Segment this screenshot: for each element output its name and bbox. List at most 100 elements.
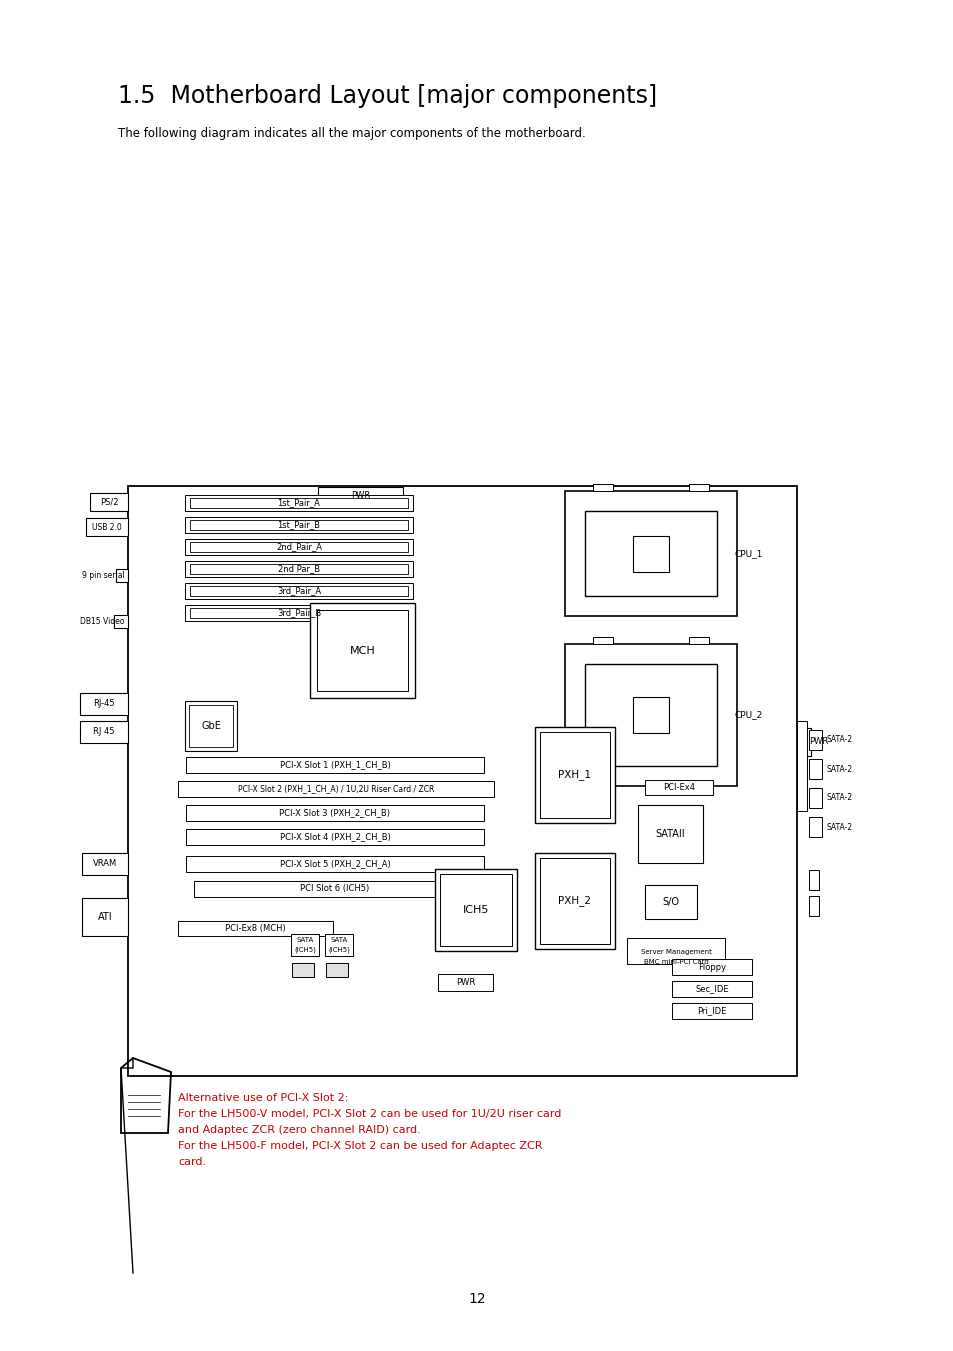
Text: SATA-2: SATA-2 — [826, 793, 852, 802]
Bar — [593, 786, 613, 793]
Bar — [190, 499, 408, 508]
Bar — [317, 486, 402, 504]
Text: S/O: S/O — [661, 897, 679, 907]
Bar — [292, 963, 314, 977]
Bar — [671, 981, 751, 997]
Bar — [291, 934, 318, 957]
Bar — [190, 586, 408, 596]
Bar — [178, 921, 333, 936]
Bar — [86, 517, 128, 536]
Text: CPU_1: CPU_1 — [734, 549, 762, 558]
Bar — [626, 938, 724, 965]
Bar — [535, 852, 615, 948]
Text: SATA-2: SATA-2 — [826, 765, 852, 774]
Bar — [688, 638, 708, 644]
Bar — [80, 693, 128, 715]
Text: USB 2.0: USB 2.0 — [92, 523, 122, 531]
Text: 3rd_Pair_A: 3rd_Pair_A — [276, 586, 321, 596]
Text: RJ-45: RJ-45 — [93, 700, 114, 708]
Bar — [644, 780, 712, 794]
Text: SATA: SATA — [330, 938, 347, 943]
Text: CPU_2: CPU_2 — [734, 711, 762, 720]
Text: 12: 12 — [468, 1292, 485, 1306]
Text: SATA: SATA — [296, 938, 314, 943]
Text: MCH: MCH — [349, 646, 375, 655]
Bar — [186, 857, 483, 871]
Text: ATI: ATI — [97, 912, 112, 921]
Text: (ICH5): (ICH5) — [294, 947, 315, 954]
Text: Alternative use of PCI-X Slot 2:: Alternative use of PCI-X Slot 2: — [178, 1093, 348, 1102]
Bar — [439, 874, 512, 946]
Text: For the LH500-V model, PCI-X Slot 2 can be used for 1U/2U riser card: For the LH500-V model, PCI-X Slot 2 can … — [178, 1109, 560, 1119]
Bar — [82, 852, 128, 875]
Bar — [539, 858, 609, 944]
Bar — [564, 490, 737, 616]
Text: 2nd Par_B: 2nd Par_B — [277, 565, 319, 574]
Text: SATA-2: SATA-2 — [826, 823, 852, 831]
Text: RJ 45: RJ 45 — [93, 727, 114, 736]
Text: 2nd_Pair_A: 2nd_Pair_A — [275, 543, 322, 551]
Bar — [178, 781, 494, 797]
Bar — [638, 805, 702, 863]
Text: PCI-X Slot 4 (PXH_2_CH_B): PCI-X Slot 4 (PXH_2_CH_B) — [279, 832, 390, 842]
Bar — [316, 611, 408, 690]
Bar — [80, 721, 128, 743]
Bar — [593, 638, 613, 644]
Bar — [185, 561, 413, 577]
Text: PS/2: PS/2 — [100, 497, 118, 507]
Bar — [564, 644, 737, 786]
Bar — [189, 705, 233, 747]
Text: For the LH500-F model, PCI-X Slot 2 can be used for Adaptec ZCR: For the LH500-F model, PCI-X Slot 2 can … — [178, 1142, 542, 1151]
Bar — [688, 786, 708, 793]
Bar — [633, 535, 668, 571]
Bar — [310, 603, 415, 698]
Text: DB15 Video: DB15 Video — [80, 616, 125, 626]
Text: VRAM: VRAM — [92, 859, 117, 869]
Bar — [584, 663, 717, 766]
Text: GbE: GbE — [201, 721, 221, 731]
Bar — [808, 896, 818, 916]
Bar — [808, 817, 821, 838]
Text: PWR: PWR — [808, 738, 828, 747]
Bar — [808, 730, 821, 750]
Bar — [437, 974, 493, 992]
Text: PXH_1: PXH_1 — [558, 770, 591, 781]
Bar — [113, 615, 128, 628]
Bar — [326, 963, 348, 977]
Text: ICH5: ICH5 — [462, 905, 489, 915]
Bar — [82, 898, 128, 936]
Text: PCI-X Slot 2 (PXH_1_CH_A) / 1U,2U Riser Card / ZCR: PCI-X Slot 2 (PXH_1_CH_A) / 1U,2U Riser … — [237, 785, 434, 793]
Text: PCI-Ex8 (MCH): PCI-Ex8 (MCH) — [225, 924, 286, 934]
Bar — [186, 830, 483, 844]
Bar — [633, 697, 668, 734]
Bar — [535, 727, 615, 823]
Bar — [185, 494, 413, 511]
Text: SATA-2: SATA-2 — [826, 735, 852, 744]
Text: Sec_IDE: Sec_IDE — [695, 985, 728, 993]
Bar — [808, 788, 821, 808]
Text: PCI-X Slot 5 (PXH_2_CH_A): PCI-X Slot 5 (PXH_2_CH_A) — [279, 859, 390, 869]
Bar — [190, 608, 408, 617]
Bar — [796, 721, 806, 811]
Bar — [671, 1002, 751, 1019]
Text: Server Management: Server Management — [639, 948, 711, 955]
Text: PWR: PWR — [456, 978, 475, 988]
Bar — [90, 493, 128, 511]
Text: PCI-Ex4: PCI-Ex4 — [662, 784, 695, 792]
Text: 1.5  Motherboard Layout [major components]: 1.5 Motherboard Layout [major components… — [118, 84, 657, 108]
Bar — [808, 870, 818, 890]
Bar — [584, 511, 717, 596]
Bar — [435, 869, 517, 951]
Bar — [644, 885, 697, 919]
Bar — [185, 605, 413, 621]
Bar — [185, 584, 413, 598]
Bar — [353, 504, 369, 511]
Bar — [190, 563, 408, 574]
Text: PXH_2: PXH_2 — [558, 896, 591, 907]
Bar — [185, 539, 413, 555]
Text: (ICH5): (ICH5) — [328, 947, 350, 954]
Bar — [186, 805, 483, 821]
Text: PCI Slot 6 (ICH5): PCI Slot 6 (ICH5) — [300, 885, 369, 893]
Bar — [128, 486, 796, 1075]
Bar — [808, 759, 821, 780]
